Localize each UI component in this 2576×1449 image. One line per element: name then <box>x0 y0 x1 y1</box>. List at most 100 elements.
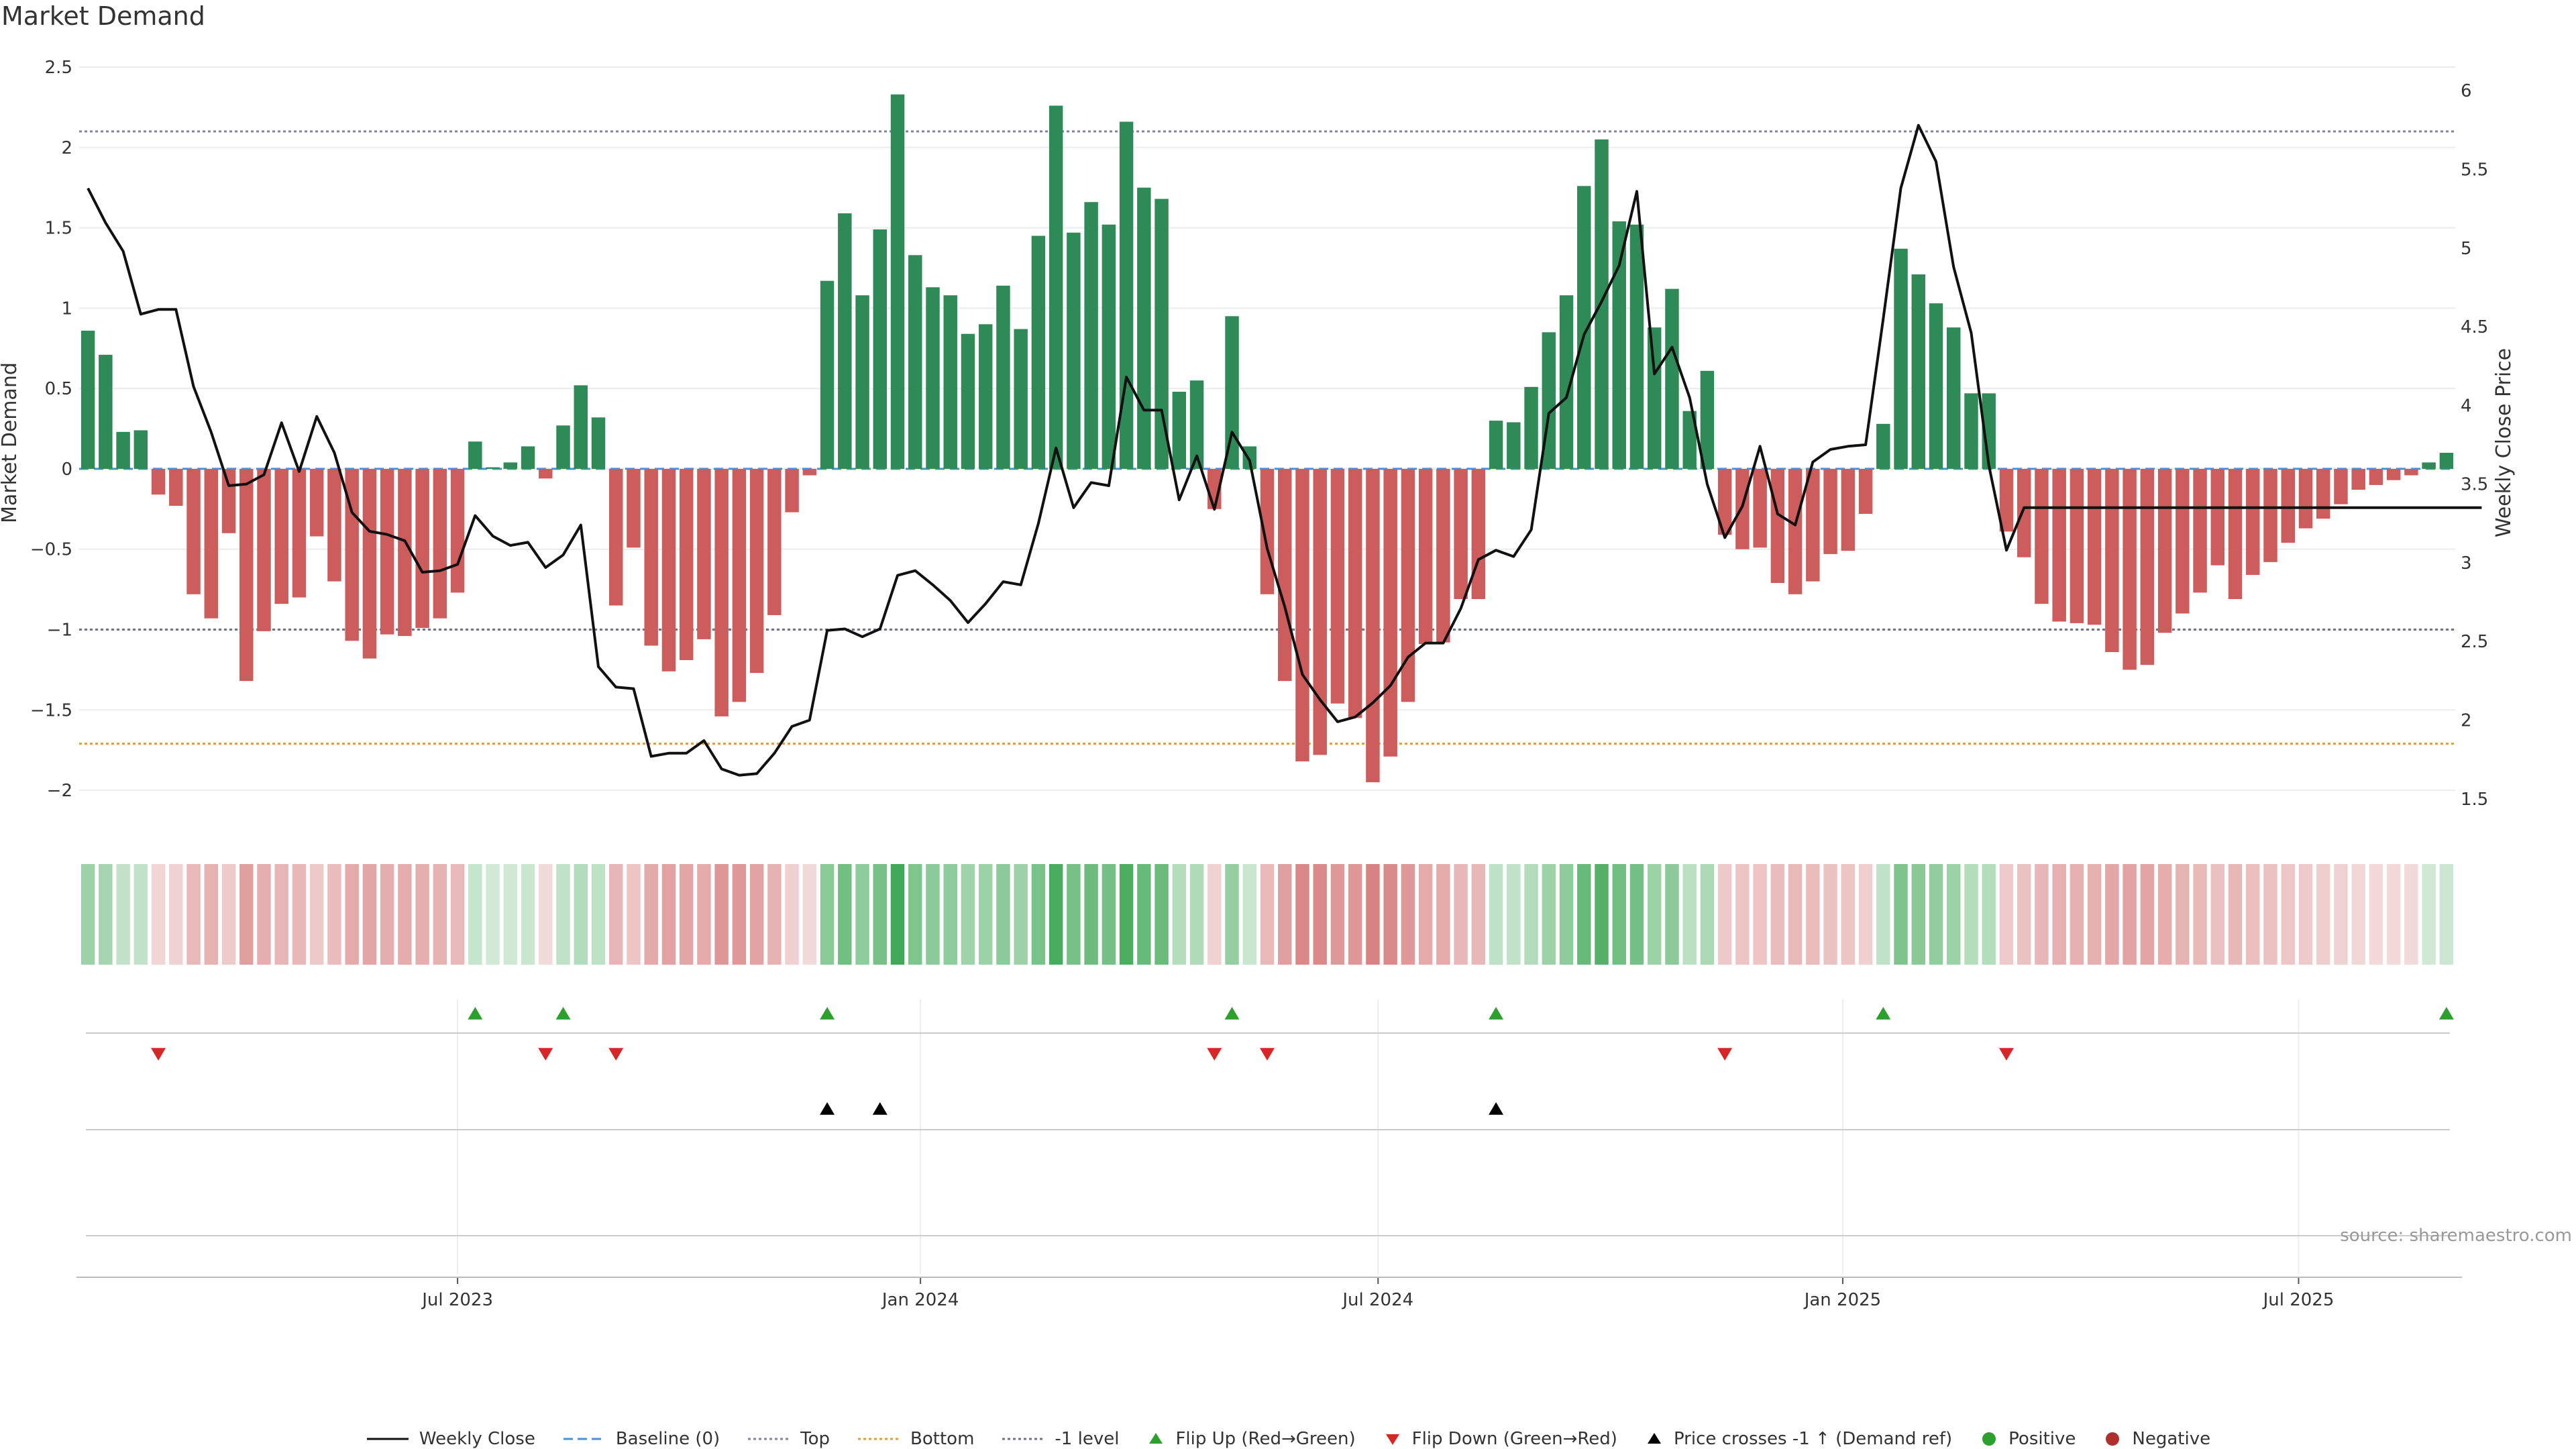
demand-strip-cell <box>2087 864 2102 965</box>
demand-bar-negative <box>1770 468 1785 584</box>
y-tick-label: 2 <box>61 138 72 158</box>
demand-strip-cell <box>486 864 500 965</box>
demand-strip-cell <box>2404 864 2418 965</box>
demand-bar-positive <box>2422 462 2436 469</box>
demand-strip-cell <box>1137 864 1151 965</box>
demand-strip-cell <box>556 864 570 965</box>
legend-item: Flip Down (Green→Red) <box>1383 1429 1617 1449</box>
demand-strip-cell <box>890 864 905 965</box>
demand-bar-positive <box>1119 121 1134 469</box>
price-cross-marker <box>820 1102 835 1115</box>
demand-strip-cell <box>1208 864 1222 965</box>
demand-strip-cell <box>732 864 747 965</box>
y2-tick-label: 6 <box>2461 81 2472 101</box>
demand-strip-cell <box>2035 864 2049 965</box>
demand-bar-negative <box>627 468 641 548</box>
demand-strip-cell <box>2422 864 2436 965</box>
demand-bar-positive <box>1665 288 1679 469</box>
demand-strip-cell <box>2351 864 2365 965</box>
demand-strip-cell <box>2298 864 2313 965</box>
y-tick-label: 2.5 <box>45 58 72 78</box>
demand-strip-cell <box>1313 864 1327 965</box>
demand-strip-cell <box>996 864 1010 965</box>
legend-swatch-icon <box>1385 1434 1399 1445</box>
demand-bar-positive <box>908 255 922 469</box>
demand-bar-positive <box>591 417 606 469</box>
flip-down-marker <box>1207 1048 1222 1061</box>
demand-strip-cell <box>292 864 307 965</box>
demand-strip-cell <box>714 864 729 965</box>
demand-bar-positive <box>1876 423 1890 469</box>
demand-bar-negative <box>2246 468 2260 576</box>
flip-up-marker <box>555 1007 571 1020</box>
demand-bar-negative <box>1753 468 1767 548</box>
demand-strip-cell <box>644 864 658 965</box>
flip-up-marker <box>1876 1007 1891 1020</box>
demand-bar-positive <box>486 467 500 469</box>
flip-up-marker <box>2438 1007 2454 1020</box>
flip-up-marker <box>820 1007 835 1020</box>
demand-strip-cell <box>591 864 606 965</box>
demand-strip-cell <box>1383 864 1397 965</box>
demand-bar-negative <box>1806 468 1820 582</box>
demand-strip-cell <box>362 864 377 965</box>
y2-tick-label: 2.5 <box>2461 632 2488 652</box>
demand-strip-cell <box>1841 864 1856 965</box>
price-line-layer <box>87 123 2482 777</box>
demand-strip-cell <box>2316 864 2330 965</box>
demand-bar-positive <box>574 385 588 469</box>
demand-strip-cell <box>1858 864 1873 965</box>
demand-bar-positive <box>1577 186 1591 469</box>
y2-tick-label: 3.5 <box>2461 475 2488 495</box>
demand-strip-cell <box>574 864 588 965</box>
reference-lines <box>79 130 2455 745</box>
demand-bar-positive <box>1102 224 1116 469</box>
y2-tick-label: 4 <box>2461 396 2472 416</box>
demand-bar-positive <box>855 295 869 469</box>
demand-strip-cell <box>1647 864 1662 965</box>
chart-title: Market Demand <box>1 1 205 31</box>
demand-bar-positive <box>1137 187 1151 469</box>
demand-strip-cell <box>1418 864 1433 965</box>
demand-strip-cell <box>1753 864 1767 965</box>
demand-bar-negative <box>2263 468 2277 562</box>
y-tick-label: 0.5 <box>45 379 72 399</box>
demand-bar-negative <box>785 468 799 513</box>
demand-strip-cell <box>169 864 183 965</box>
demand-strip-cell <box>1295 864 1309 965</box>
demand-strip-cell <box>1489 864 1503 965</box>
demand-strip-cell <box>257 864 271 965</box>
legend-label: Baseline (0) <box>615 1429 720 1449</box>
demand-bar-negative <box>345 468 359 641</box>
demand-bar-negative <box>2351 468 2365 490</box>
y-tick-label: 1 <box>61 299 72 319</box>
demand-strip-cell <box>1770 864 1785 965</box>
demand-bar-negative <box>2210 468 2225 566</box>
demand-bar-negative <box>1278 468 1292 682</box>
demand-strip-cell <box>2386 864 2401 965</box>
legend-swatch-icon <box>858 1438 900 1440</box>
demand-bars <box>80 94 2454 783</box>
demand-strip-cell <box>539 864 553 965</box>
legend-label: Flip Up (Red→Green) <box>1175 1429 1356 1449</box>
legend-swatch-icon <box>748 1438 790 1440</box>
demand-strip-cell <box>627 864 641 965</box>
demand-bar-negative <box>679 468 694 661</box>
demand-bar-negative <box>2070 468 2084 623</box>
demand-strip-cell <box>2369 864 2383 965</box>
demand-strip-cell <box>239 864 254 965</box>
demand-strip-cell <box>961 864 975 965</box>
demand-bar-positive <box>1894 248 1908 469</box>
y2-tick-label: 4.5 <box>2461 317 2488 337</box>
demand-bar-negative <box>169 468 183 506</box>
demand-strip-cell <box>1225 864 1239 965</box>
flip-down-marker <box>1717 1048 1733 1061</box>
demand-strip-cell <box>908 864 922 965</box>
demand-bar-negative <box>1788 468 1803 594</box>
legend-label: Flip Down (Green→Red) <box>1411 1429 1617 1449</box>
demand-strip-cell <box>1947 864 1961 965</box>
demand-bar-negative <box>802 468 817 476</box>
gridlines <box>79 66 2455 1275</box>
demand-bar-positive <box>556 425 570 469</box>
demand-bar-positive <box>820 280 835 469</box>
